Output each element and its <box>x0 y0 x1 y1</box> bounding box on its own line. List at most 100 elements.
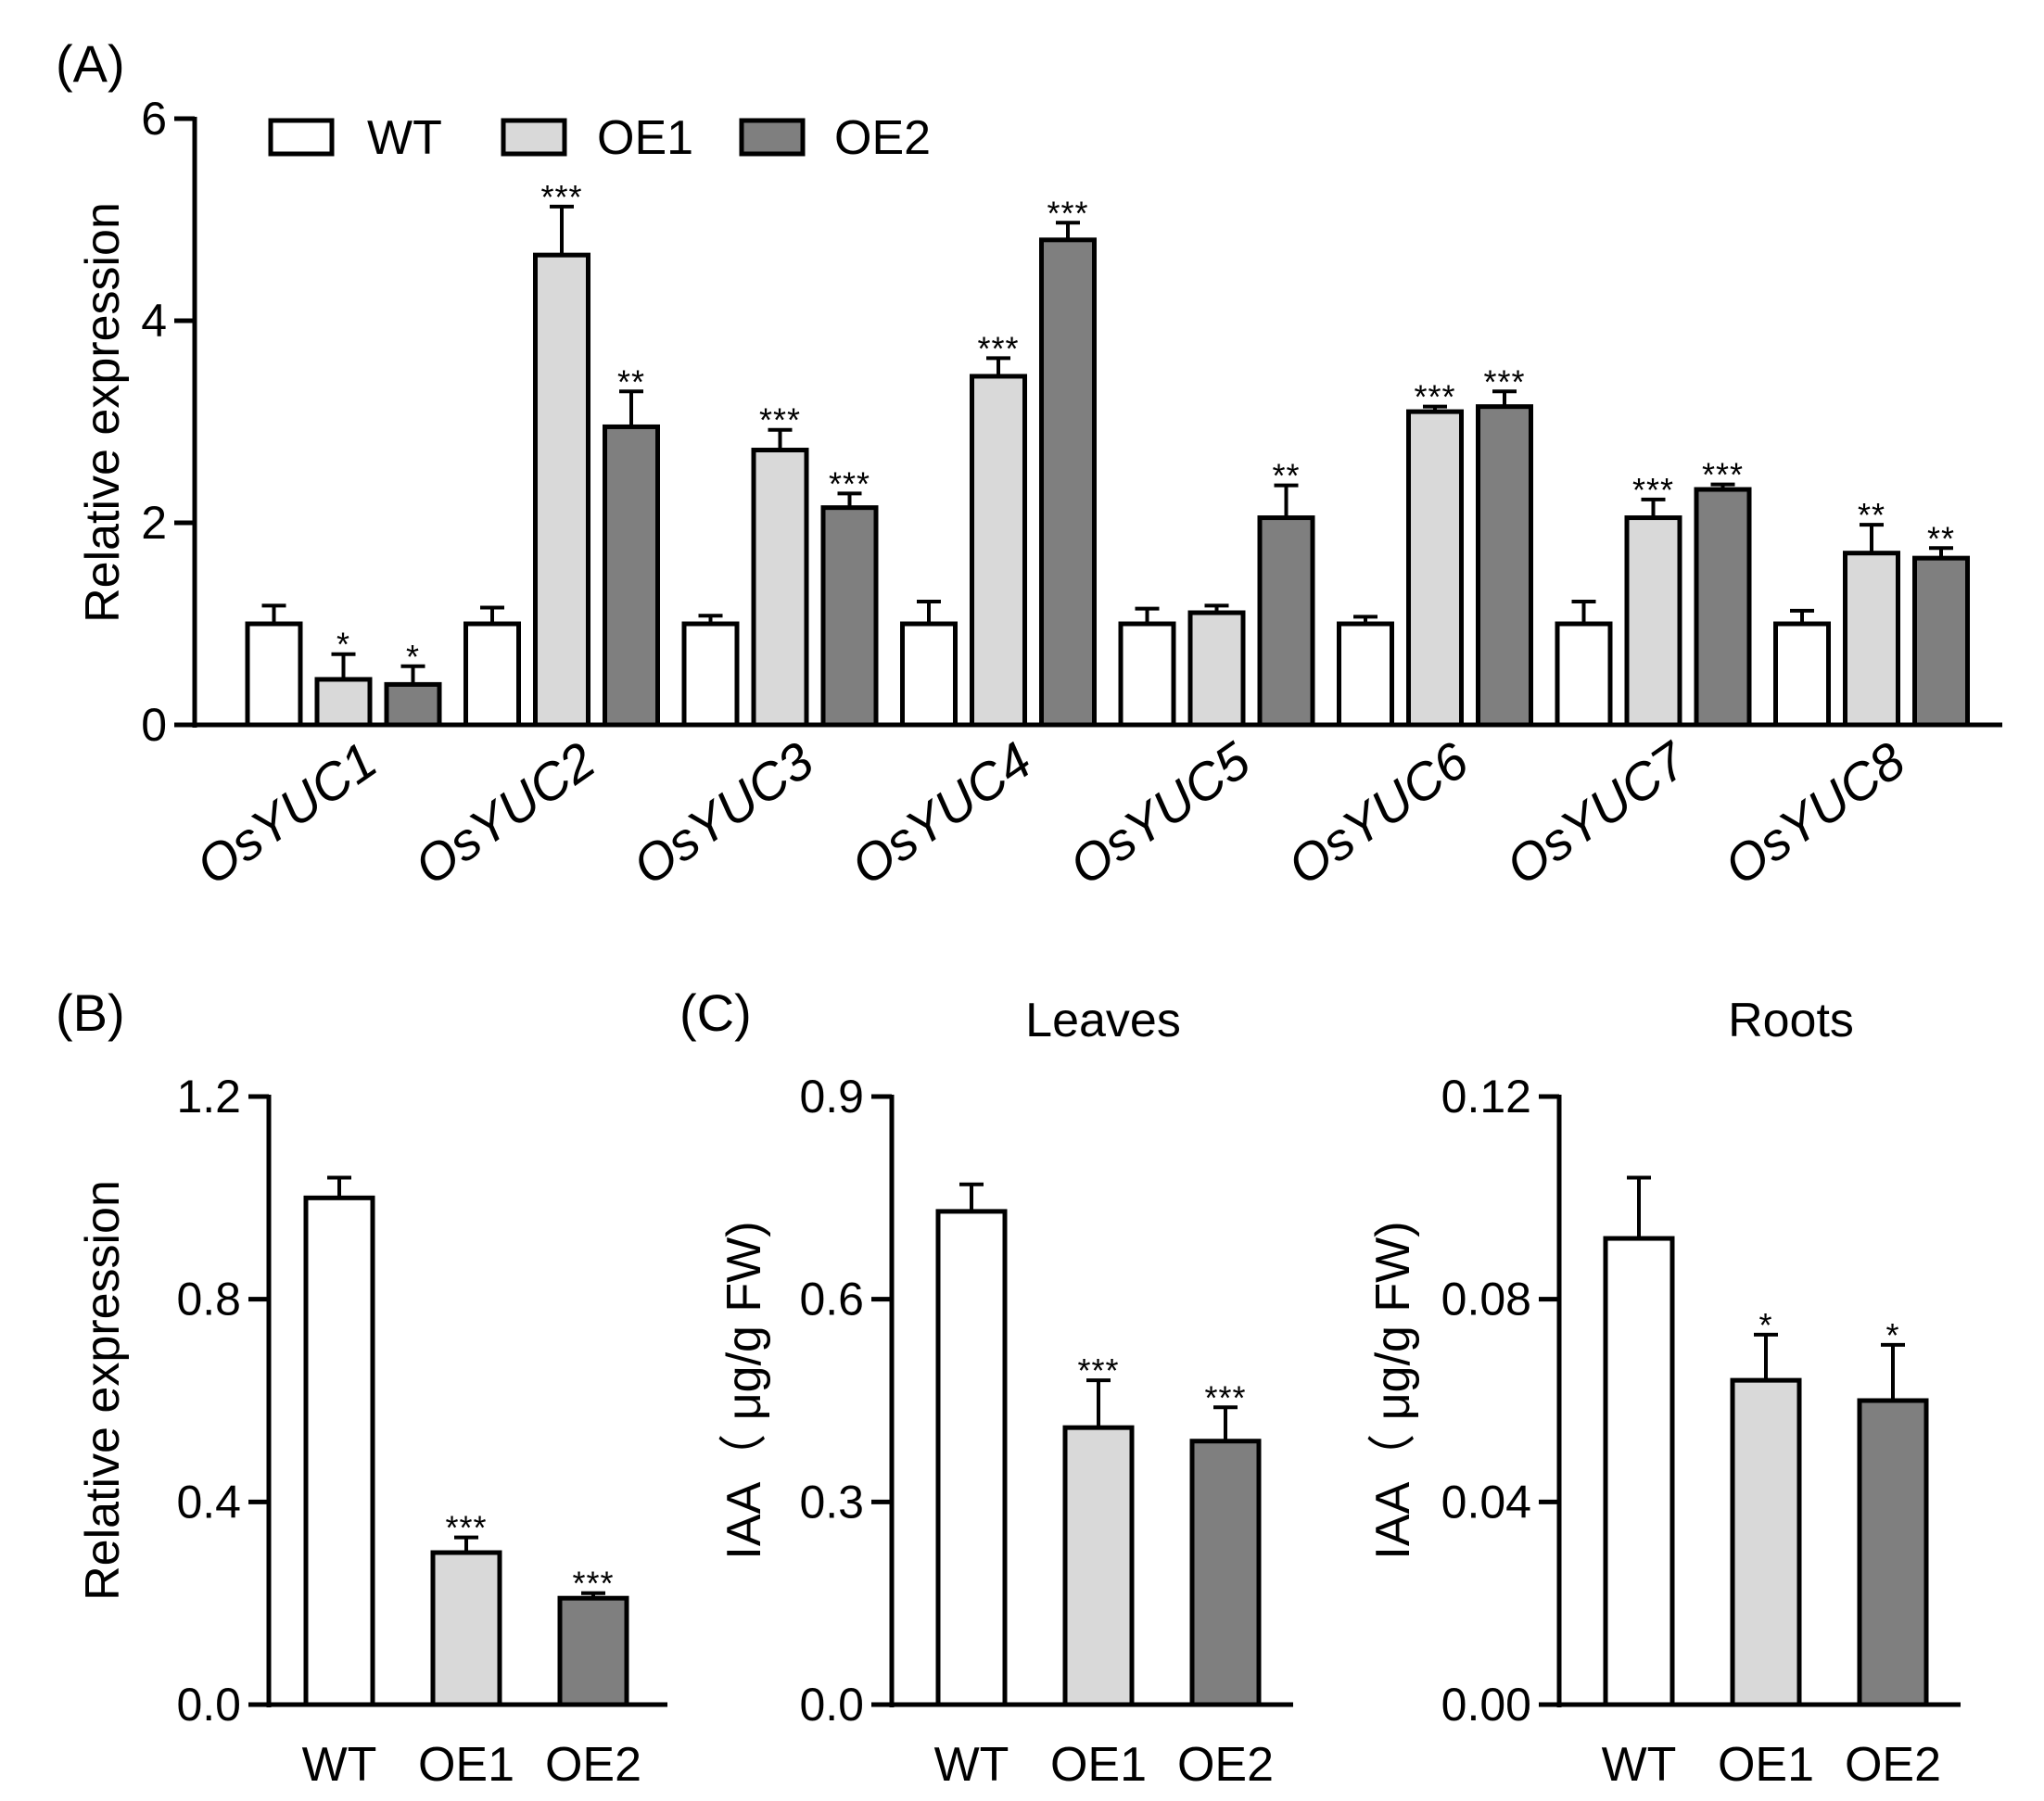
panel-a-oe1-bar <box>533 252 590 728</box>
panel-b-oe2-significance: *** <box>572 1565 614 1603</box>
panel-a-oe1-bar <box>1624 515 1682 728</box>
panel-b-label: (B) <box>56 983 125 1042</box>
panel-b-y-axis-title: Relative expression <box>76 1180 130 1601</box>
panel-a-oe2-bar <box>820 505 879 728</box>
panel-a-oe2-significance: * <box>406 638 420 676</box>
panel-a-oe2-bar <box>1257 515 1315 728</box>
panel-a-oe2-significance: *** <box>1483 362 1525 400</box>
panel-a-oe1-significance: *** <box>1414 378 1455 416</box>
legend-label-wt: WT <box>367 111 442 165</box>
panel-a-label: (A) <box>56 34 125 93</box>
panel-c-leaves-y-tick-label: 0.0 <box>799 1679 864 1731</box>
panel-b-oe1-significance: *** <box>445 1509 487 1547</box>
legend-label-oe1: OE1 <box>597 111 693 165</box>
panel-c-leaves-oe1-significance: *** <box>1077 1351 1119 1389</box>
panel-a-oe1-bar <box>314 677 373 728</box>
panel-c-leaves-oe2-significance: *** <box>1204 1378 1246 1416</box>
panel-c-leaves-y-tick-label: 0.9 <box>799 1071 864 1122</box>
panel-c-roots-y-tick-label: 0.08 <box>1441 1274 1531 1325</box>
panel-b-bars: WT *** OE1 *** OE2 <box>302 1175 641 1792</box>
panel-a-y-tick-label: 2 <box>141 497 167 549</box>
panel-b-category-label: OE1 <box>418 1738 514 1792</box>
panel-a-oe2-bar <box>1694 487 1752 728</box>
panel-b: (B) Relative expression 0.0 0.4 0.8 1.2 WT *… <box>56 983 667 1792</box>
panel-a-oe2-significance: ** <box>617 362 645 400</box>
panel-c-roots: Roots IAA（ μg/g FW) 0.00 0.04 0.08 0.12 WT *… <box>1366 994 1961 1792</box>
panel-c-roots-title: Roots <box>1728 994 1854 1047</box>
panel-c-roots-wt-bar <box>1603 1236 1675 1707</box>
panel-c-roots-category-label: OE1 <box>1718 1738 1814 1792</box>
panel-a-wt-bar <box>900 621 958 728</box>
panel-a-oe1-bar <box>1187 610 1246 728</box>
panel-c-leaves-title: Leaves <box>1025 994 1181 1047</box>
panel-b-category-label: WT <box>302 1738 377 1792</box>
panel-c-roots-y-tick-label: 0.04 <box>1441 1476 1531 1528</box>
panel-c-leaves-y-tick-label: 0.3 <box>799 1476 864 1528</box>
panel-a-y-axis-title: Relative expression <box>76 202 130 623</box>
panel-b-y-tick-label: 0.8 <box>176 1274 241 1325</box>
legend-swatch-oe1 <box>501 118 567 157</box>
panel-a-category-label: OsYUC6 <box>1277 730 1479 896</box>
panel-a-category-label: OsYUC7 <box>1495 729 1698 895</box>
panel-c-leaves-category-label: WT <box>934 1738 1009 1792</box>
panel-a-wt-bar <box>1337 621 1394 728</box>
panel-a-wt-bar <box>1555 621 1613 728</box>
panel-c-leaves-category-label: OE1 <box>1050 1738 1147 1792</box>
panel-b-wt-bar <box>303 1195 375 1707</box>
panel-a-legend: WT OE1 OE2 <box>268 111 931 165</box>
panel-c-leaves-oe1-bar <box>1062 1425 1135 1707</box>
panel-a-oe2-bar <box>1039 237 1097 728</box>
panel-a-oe2-significance: *** <box>1702 456 1744 494</box>
panel-a-y-tick-label: 0 <box>141 699 167 751</box>
legend-label-oe2: OE2 <box>834 111 931 165</box>
legend-swatch-wt <box>268 118 335 157</box>
panel-a-oe1-significance: *** <box>977 329 1019 367</box>
panel-c-roots-y-tick-label: 0.12 <box>1441 1071 1531 1122</box>
panel-a-category-label: OsYUC2 <box>404 730 605 895</box>
panel-c-leaves-y-axis-title: IAA（ μg/g FW) <box>717 1221 771 1559</box>
panel-b-axes: 0.0 0.4 0.8 1.2 <box>176 1071 667 1731</box>
panel-a-oe1-significance: ** <box>1858 496 1885 534</box>
panel-a-y-tick-label: 6 <box>141 93 167 145</box>
panel-a-category-label: OsYUC1 <box>185 730 387 895</box>
panel-c-leaves-bars: WT *** OE1 *** OE2 <box>934 1182 1274 1792</box>
panel-b-y-tick-label: 0.4 <box>176 1476 241 1528</box>
panel-a-oe2-bar <box>384 681 442 728</box>
panel-a-oe1-significance: * <box>336 626 350 664</box>
panel-b-oe2-bar <box>557 1595 629 1707</box>
panel-c-roots-oe1-bar <box>1730 1377 1802 1707</box>
panel-a-y-tick-label: 4 <box>141 295 167 347</box>
panel-b-category-label: OE2 <box>545 1738 641 1792</box>
panel-a-category-label: OsYUC4 <box>841 730 1042 895</box>
panel-a-oe2-bar <box>603 424 660 728</box>
panel-a-oe1-significance: *** <box>540 178 582 216</box>
panel-a-oe1-bar <box>1843 551 1900 728</box>
panel-a-bars: * *OsYUC1*****OsYUC2******OsYUC3******OsY… <box>185 178 1970 896</box>
panel-a-wt-bar <box>245 621 303 728</box>
panel-a-oe1-significance: *** <box>759 401 801 439</box>
panel-a-oe2-significance: ** <box>1927 519 1955 557</box>
panel-b-y-tick-label: 1.2 <box>176 1071 241 1122</box>
panel-c-leaves-oe2-bar <box>1189 1439 1262 1707</box>
panel-a-wt-bar <box>463 621 521 728</box>
panel-c-roots-category-label: WT <box>1602 1738 1677 1792</box>
panel-c-roots-y-axis-title: IAA（ μg/g FW) <box>1366 1221 1420 1559</box>
panel-c-roots-y-tick-label: 0.00 <box>1441 1679 1531 1731</box>
panel-a-oe2-bar <box>1912 555 1970 728</box>
panel-a-wt-bar <box>681 621 740 728</box>
panel-a-category-label: OsYUC3 <box>622 730 823 895</box>
panel-c-leaves-y-tick-label: 0.6 <box>799 1274 864 1325</box>
legend-swatch-oe2 <box>739 118 806 157</box>
panel-a-oe1-bar <box>751 448 809 728</box>
panel-a-wt-bar <box>1118 621 1176 728</box>
panel-a-category-label: OsYUC8 <box>1714 730 1915 895</box>
panel-b-y-tick-label: 0.0 <box>176 1679 241 1731</box>
panel-a-oe2-significance: *** <box>829 464 870 502</box>
panel-a-oe1-bar <box>1406 409 1464 728</box>
panel-a-oe2-bar <box>1476 404 1533 728</box>
panel-c-roots-category-label: OE2 <box>1845 1738 1941 1792</box>
panel-a-oe2-significance: ** <box>1272 457 1300 495</box>
panel-c-roots-bars: WT * OE1 * OE2 <box>1602 1175 1941 1792</box>
